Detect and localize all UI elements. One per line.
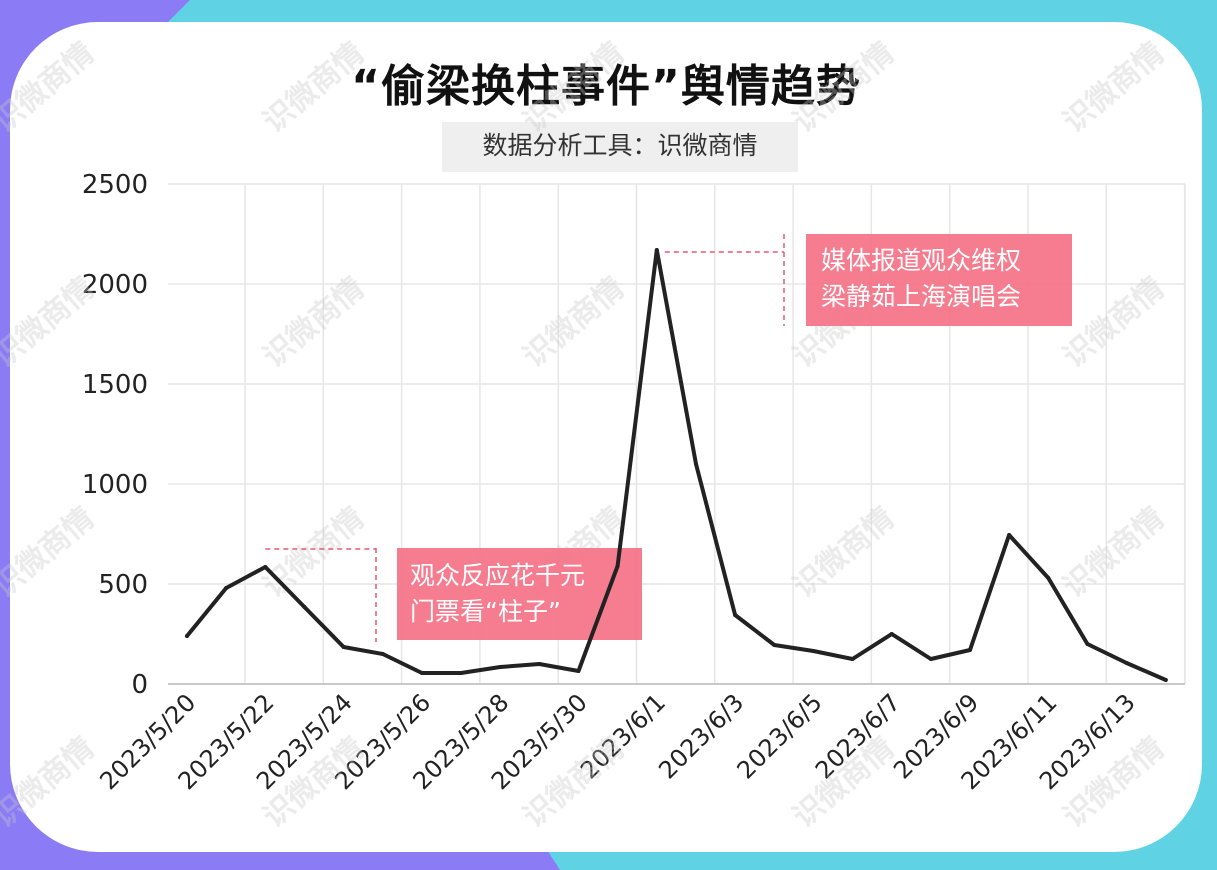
data-point	[185, 634, 189, 638]
watermark-text: 识微商情	[1057, 271, 1171, 375]
x-tick-label: 2023/6/5	[732, 688, 828, 784]
watermark-text: 识微商情	[0, 271, 101, 375]
y-tick-label: 0	[131, 670, 148, 700]
series-line	[185, 248, 1168, 682]
annotation-box	[806, 234, 1072, 326]
data-point	[537, 662, 542, 666]
watermark-text: 识微商情	[0, 36, 101, 140]
annotation-text: 媒体报道观众维权	[821, 246, 1021, 275]
data-point	[889, 632, 894, 636]
annotation-box	[397, 548, 642, 640]
data-point	[224, 586, 229, 590]
data-point	[498, 665, 503, 669]
chart-card: “偷梁换柱事件”舆情趋势 数据分析工具：识微商情	[10, 22, 1202, 852]
watermark-text: 识微商情	[0, 501, 101, 605]
data-point	[380, 652, 385, 656]
data-point	[615, 564, 620, 568]
chart-title: “偷梁换柱事件”舆情趋势	[351, 61, 861, 112]
annotation-text: 梁静茹上海演唱会	[821, 282, 1021, 311]
data-point	[968, 648, 972, 652]
data-point	[1163, 678, 1168, 682]
data-point	[1124, 661, 1129, 665]
watermark-text: 识微商情	[257, 36, 371, 140]
annotation-text: 观众反应花千元	[410, 561, 585, 590]
watermark-text: 识微商情	[1057, 501, 1171, 605]
data-point	[1007, 533, 1012, 537]
watermark-text: 识微商情	[257, 501, 371, 605]
y-tick-label: 500	[98, 570, 148, 600]
data-point	[419, 671, 424, 675]
data-point	[811, 649, 816, 653]
y-tick-label: 2500	[82, 170, 148, 200]
data-point	[693, 462, 698, 466]
watermark-text: 识微商情	[1057, 36, 1171, 140]
data-point	[263, 565, 268, 569]
x-tick-label: 2023/6/3	[653, 688, 749, 784]
data-point	[576, 669, 581, 673]
watermark-text: 识微商情	[0, 731, 101, 835]
data-point	[1085, 642, 1090, 646]
data-point	[850, 657, 855, 661]
chart-subtitle: 数据分析工具：识微商情	[442, 122, 798, 172]
data-point	[772, 643, 777, 647]
data-point	[302, 605, 307, 609]
watermark-text: 识微商情	[787, 501, 901, 605]
y-tick-label: 1500	[82, 370, 148, 400]
data-point	[341, 645, 346, 649]
annotation-text: 门票看“柱子”	[410, 597, 561, 626]
data-point	[459, 671, 464, 675]
watermark-text: 识微商情	[787, 36, 901, 140]
data-point	[1046, 576, 1051, 580]
data-point	[654, 248, 659, 252]
watermark-text: 识微商情	[517, 36, 631, 140]
y-tick-label: 2000	[82, 270, 148, 300]
data-point	[733, 613, 738, 617]
watermark-text: 识微商情	[517, 271, 631, 375]
data-point	[928, 657, 933, 661]
watermark-text: 识微商情	[257, 271, 371, 375]
y-tick-label: 1000	[82, 470, 148, 500]
